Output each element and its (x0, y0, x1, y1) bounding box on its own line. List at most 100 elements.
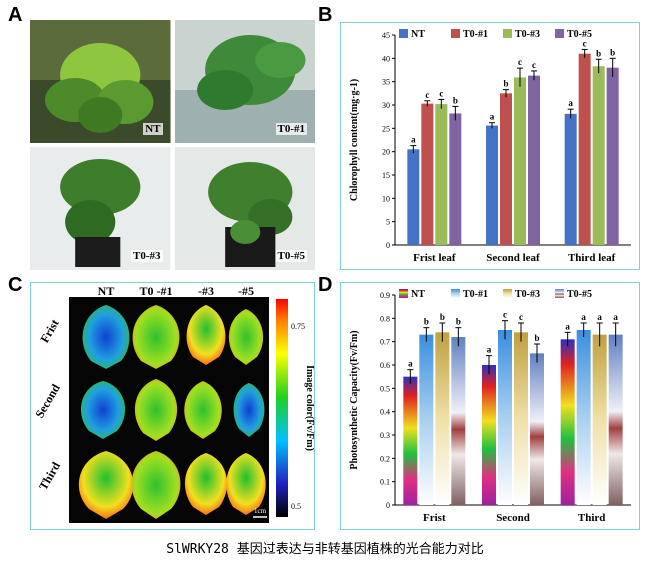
legend-label: T0-#3 (515, 289, 540, 300)
legend-swatch (503, 29, 512, 38)
photosynthetic-capacity-chart-panel: 0 0.1 0.2 0.3 0.4 0.5 0.6 0.7 0.8 0.9 Photosynthet… (340, 282, 640, 530)
plant-photo-label: T0-#3 (131, 250, 163, 262)
y-tick-label: 0.9 (380, 291, 390, 300)
significance-letter: b (534, 333, 539, 343)
significance-letter: a (597, 312, 602, 322)
significance-letter: c (439, 88, 443, 98)
y-tick-label: 20 (382, 148, 390, 157)
bar (514, 332, 528, 505)
plant-photo-nt: NT (30, 20, 171, 143)
y-tick-label: 0 (386, 241, 390, 250)
column-header: -#5 (238, 284, 254, 298)
bar (435, 104, 448, 245)
column-header: NT (98, 284, 115, 298)
leaf-image (186, 305, 226, 365)
y-axis-label: Photosynthetic Capacity(Fv/Fm) (349, 330, 360, 469)
legend-label: T0-#5 (567, 289, 592, 300)
row-label: Frist (37, 317, 61, 345)
bar (514, 77, 526, 245)
bar (592, 66, 605, 245)
photosynthetic-capacity-bar-chart: 0 0.1 0.2 0.3 0.4 0.5 0.6 0.7 0.8 0.9 Photosynthet… (349, 289, 631, 524)
colorbar-label: Image color(Fv/Fm) (304, 365, 314, 451)
legend-swatch (555, 29, 564, 38)
leaf-image (82, 305, 130, 369)
significance-letter: a (581, 312, 586, 322)
significance-letter: b (610, 47, 615, 57)
y-tick-label: 30 (382, 101, 390, 110)
bar (608, 334, 623, 505)
plant-photo-t0-3: T0-#3 (30, 147, 171, 270)
bar (564, 113, 577, 245)
leaf-image (80, 381, 126, 439)
bar (407, 149, 420, 245)
chlorophyll-chart-panel: 0 5 10 15 20 25 30 35 40 45 Chlorophyll content(mg… (340, 22, 640, 270)
significance-letter: c (532, 60, 536, 70)
leaf-image (228, 309, 264, 365)
leaf-image (134, 379, 178, 441)
legend-label: NT (411, 289, 425, 300)
bar (530, 353, 544, 505)
bar (449, 113, 462, 246)
y-tick-label: 45 (382, 31, 390, 40)
bar (576, 330, 591, 505)
leaf-image (132, 305, 180, 369)
panel-letter-a: A (8, 4, 23, 26)
scale-bar-label: 1cm (254, 507, 267, 515)
y-tick-label: 40 (382, 54, 390, 63)
legend-swatch (399, 289, 408, 298)
bar (451, 337, 466, 505)
bar (606, 67, 619, 245)
bar (421, 103, 434, 245)
colorbar (276, 299, 288, 517)
column-header: -#3 (198, 284, 214, 298)
y-tick-label: 0.3 (380, 431, 390, 440)
bar (578, 53, 591, 246)
figure-caption: SlWRKY28 基因过表达与非转基因植株的光合能力对比 (166, 542, 484, 557)
leaf-image (233, 383, 265, 437)
x-tick-label: Frist (423, 512, 446, 524)
leaf-image (184, 381, 222, 439)
column-header: T0 -#1 (140, 284, 173, 298)
significance-letter: c (425, 90, 429, 100)
y-axis-label: Chlorophyll content(mg·g-1) (349, 79, 360, 201)
y-tick-label: 0.1 (380, 478, 390, 487)
legend-swatch (451, 29, 460, 38)
significance-letter: c (519, 312, 523, 322)
x-tick-label: Third leaf (568, 252, 616, 264)
leaf-image (78, 451, 134, 519)
significance-letter: c (583, 38, 587, 48)
significance-letter: a (565, 321, 570, 331)
significance-letter: a (408, 359, 413, 369)
significance-letter: a (487, 345, 492, 355)
y-tick-label: 15 (382, 171, 390, 180)
y-tick-label: 10 (382, 194, 390, 203)
y-tick-label: 25 (382, 124, 390, 133)
y-tick-label: 0.4 (380, 408, 390, 417)
y-tick-label: 0 (386, 501, 390, 510)
x-tick-label: Frist leaf (413, 252, 456, 264)
significance-letter: b (440, 312, 445, 322)
significance-letter: a (613, 312, 618, 322)
row-label: Third (36, 459, 63, 492)
bar (435, 332, 450, 505)
y-tick-label: 5 (386, 218, 390, 227)
panel-letter-b: B (318, 4, 333, 26)
x-tick-label: Second leaf (486, 252, 540, 264)
significance-letter: b (503, 79, 508, 89)
legend-label: T0-#5 (567, 29, 592, 40)
bar (482, 365, 496, 505)
significance-letter: b (596, 48, 601, 58)
significance-letter: a (568, 98, 573, 108)
colorbar-tick: 0.75 (291, 322, 305, 331)
leaf-image (184, 453, 228, 515)
significance-letter: b (456, 317, 461, 327)
legend-label: T0-#3 (515, 29, 540, 40)
bar (403, 376, 418, 505)
legend-swatch (503, 289, 512, 298)
legend-label: T0-#1 (463, 29, 488, 40)
bar (498, 330, 512, 505)
significance-letter: b (424, 317, 429, 327)
significance-letter: a (411, 135, 416, 145)
plant-photo-t0-1: T0-#1 (174, 20, 315, 143)
legend-swatch (399, 29, 408, 38)
